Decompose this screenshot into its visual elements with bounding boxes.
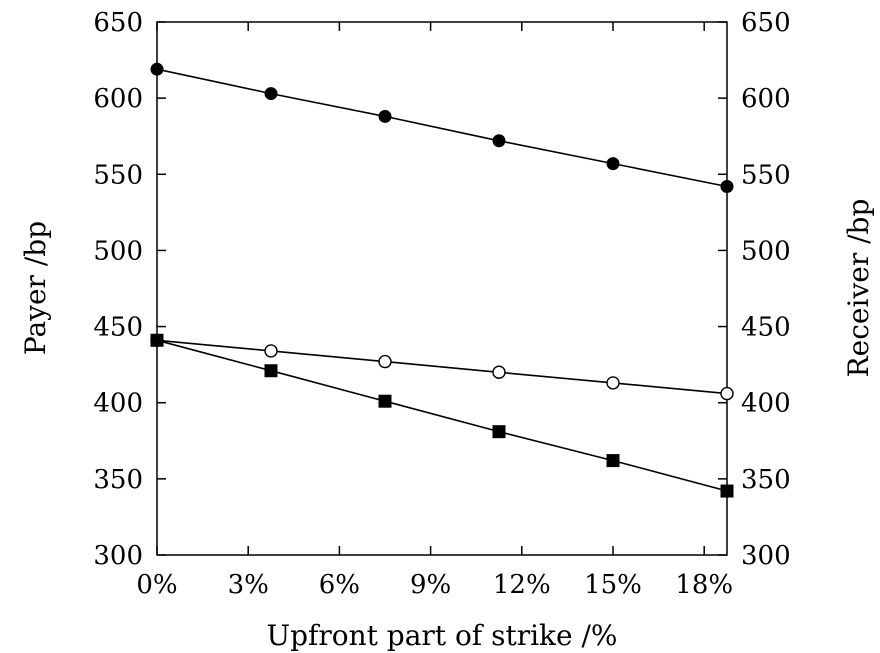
left-y-tick-label: 650: [93, 8, 143, 38]
ticks: [156, 21, 727, 556]
plot-frame: [156, 21, 728, 556]
series-filled-square: [150, 333, 734, 498]
series-line: [156, 68, 728, 188]
x-tick-label: 18%: [675, 570, 733, 600]
left-y-tick-label: 500: [93, 236, 143, 266]
series-group: [150, 62, 734, 498]
right-y-tick-label: 650: [741, 8, 791, 38]
data-point: [720, 386, 734, 401]
left-y-tick-label: 600: [93, 84, 143, 114]
left-y-tick-label: 450: [93, 313, 143, 343]
series-line: [156, 339, 728, 492]
left-y-tick-label: 400: [93, 389, 143, 419]
x-tick-label: 9%: [410, 570, 451, 600]
right-y-tick-label: 300: [741, 541, 791, 571]
data-point: [606, 376, 620, 390]
left-y-tick-label: 300: [93, 541, 143, 571]
data-point: [378, 109, 392, 123]
series-open-circle: [150, 333, 734, 401]
data-point: [264, 344, 278, 358]
left-y-axis-label: Payer /bp: [19, 221, 52, 355]
data-point: [264, 87, 278, 101]
x-tick-label: 15%: [584, 570, 642, 600]
data-point: [492, 425, 506, 439]
right-y-tick-label: 600: [741, 84, 791, 114]
data-point: [492, 134, 506, 148]
right-y-tick-label: 400: [741, 389, 791, 419]
x-tick-label: 12%: [493, 570, 551, 600]
x-tick-label: 0%: [136, 570, 177, 600]
data-point: [150, 62, 164, 76]
data-point: [492, 365, 506, 379]
x-axis-label: Upfront part of strike /%: [266, 619, 617, 652]
x-tick-label: 3%: [228, 570, 269, 600]
tick-labels: 300 300 350 350 400 400 450 450 500 500 550 550 600 6…: [93, 8, 790, 600]
series-filled-circle: [150, 62, 734, 193]
x-tick-label: 6%: [319, 570, 360, 600]
right-y-axis-label: Receiver /bp: [842, 199, 875, 378]
right-y-tick-label: 350: [741, 465, 791, 495]
data-point: [720, 484, 734, 498]
series-line: [156, 339, 728, 395]
data-point: [264, 364, 278, 378]
data-point: [720, 179, 734, 193]
data-point: [606, 454, 620, 468]
right-y-tick-label: 500: [741, 236, 791, 266]
data-point: [378, 354, 392, 369]
data-point: [150, 333, 164, 347]
right-y-tick-label: 550: [741, 160, 791, 190]
left-y-tick-label: 350: [93, 465, 143, 495]
right-y-tick-label: 450: [741, 313, 791, 343]
data-point: [606, 157, 620, 171]
data-point: [378, 394, 392, 408]
left-y-tick-label: 550: [93, 160, 143, 190]
